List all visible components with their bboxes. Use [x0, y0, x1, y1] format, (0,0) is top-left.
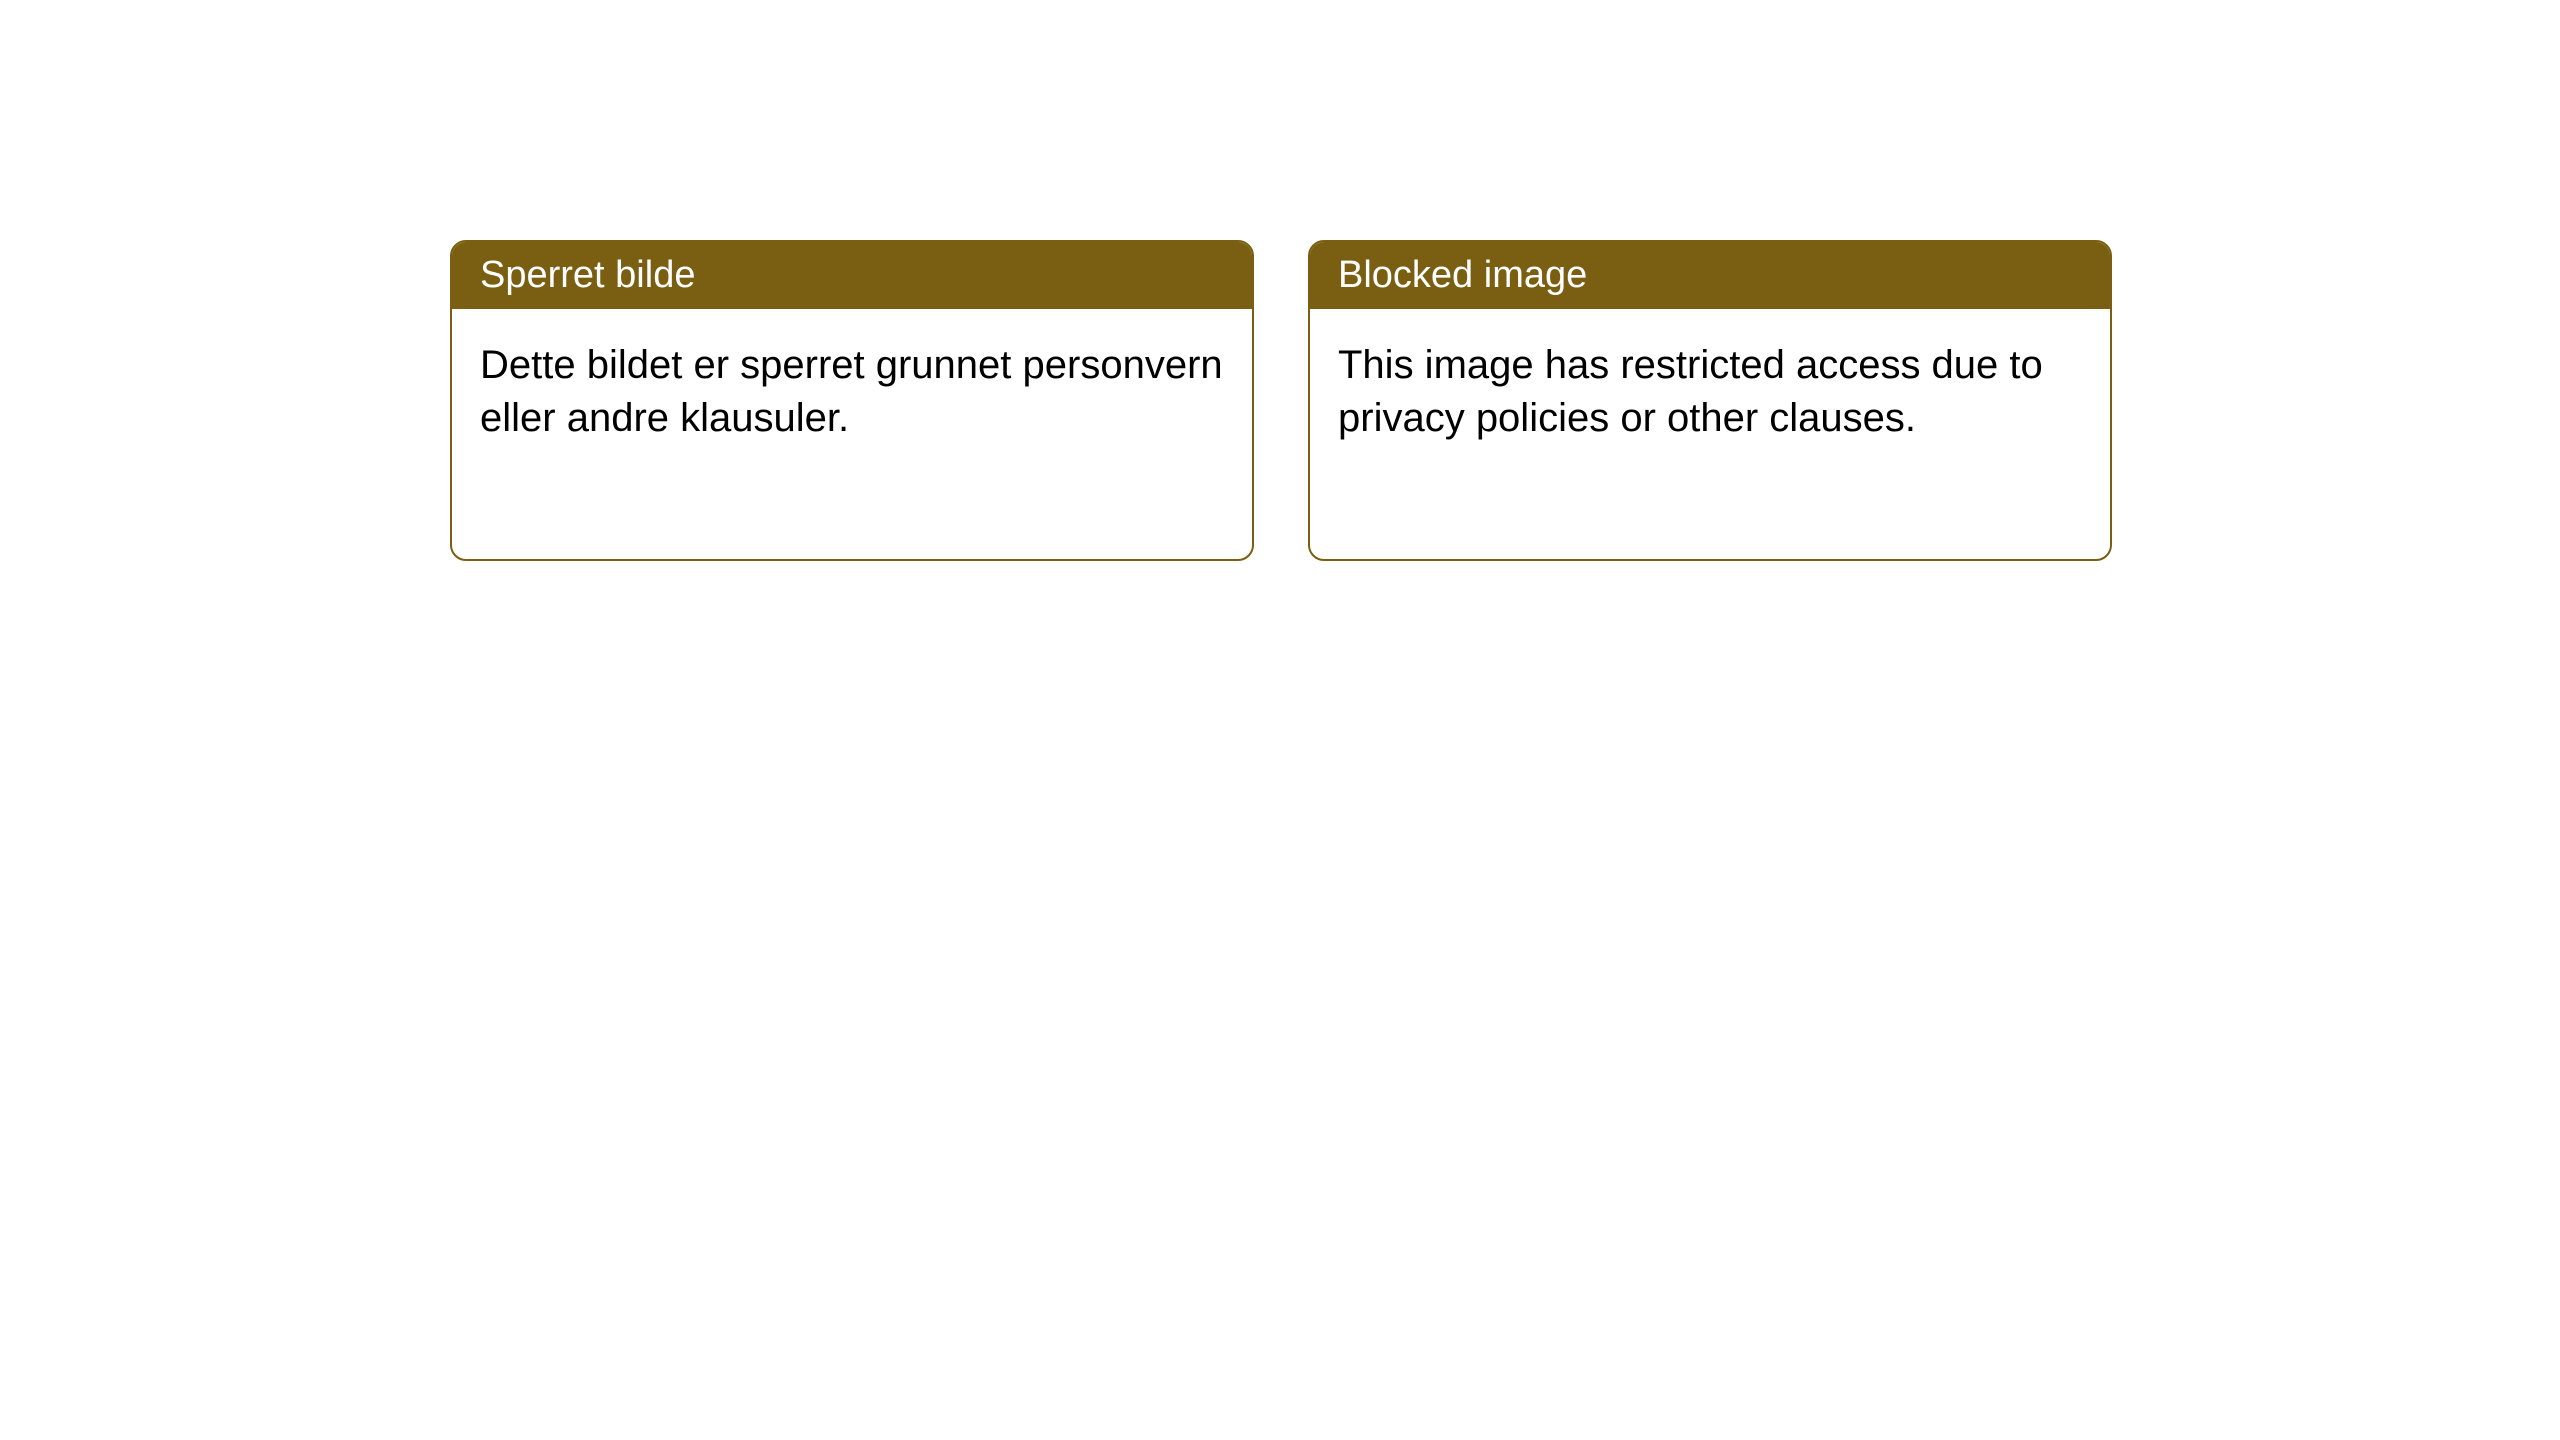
notice-cards-row: Sperret bilde Dette bildet er sperret gr… — [0, 0, 2560, 561]
card-body-text: Dette bildet er sperret grunnet personve… — [480, 343, 1223, 440]
card-title: Blocked image — [1338, 254, 1587, 296]
card-body: Dette bildet er sperret grunnet personve… — [452, 309, 1252, 559]
blocked-image-card-norwegian: Sperret bilde Dette bildet er sperret gr… — [450, 240, 1254, 561]
card-body-text: This image has restricted access due to … — [1338, 343, 2043, 440]
card-body: This image has restricted access due to … — [1310, 309, 2110, 559]
card-title: Sperret bilde — [480, 254, 695, 296]
card-header: Blocked image — [1310, 242, 2110, 309]
blocked-image-card-english: Blocked image This image has restricted … — [1308, 240, 2112, 561]
card-header: Sperret bilde — [452, 242, 1252, 309]
